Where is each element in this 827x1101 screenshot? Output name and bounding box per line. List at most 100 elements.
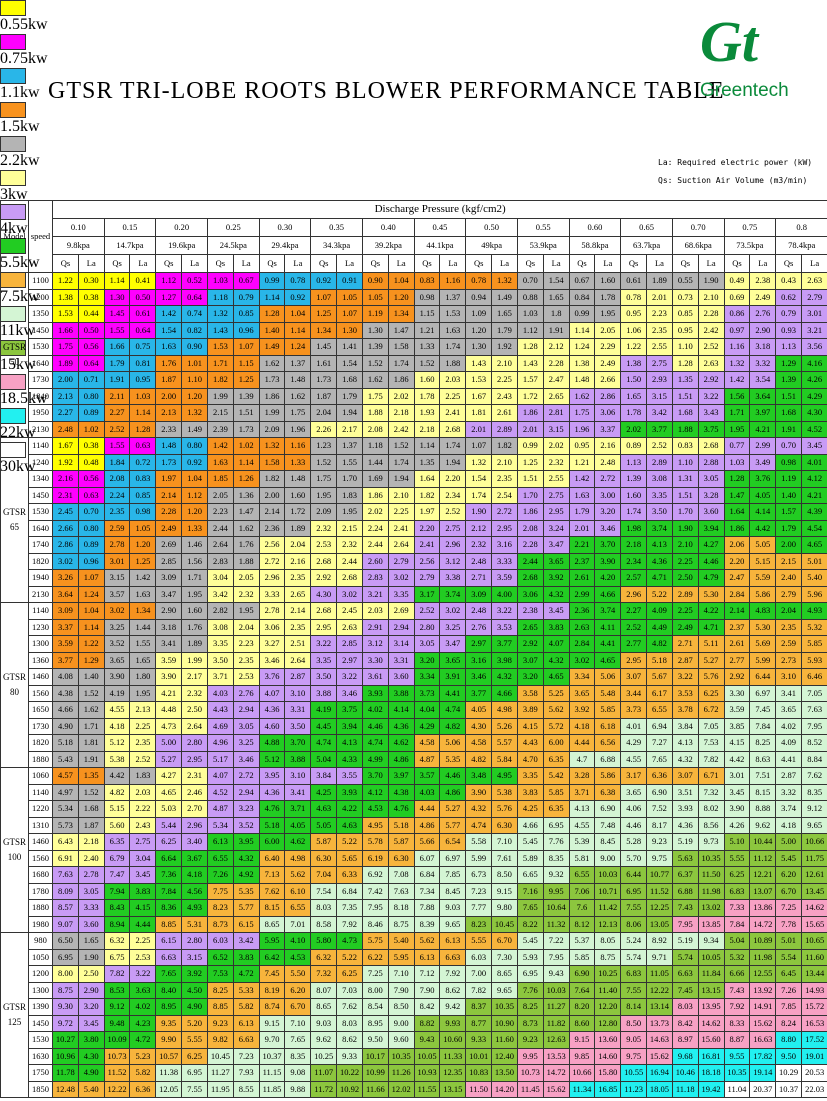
la-cell: 2.25 bbox=[129, 717, 157, 735]
la-header: La bbox=[491, 254, 518, 273]
la-cell: 10.03 bbox=[594, 866, 622, 884]
la-cell: 6.63 bbox=[232, 1031, 260, 1049]
qs-cell: 4.55 bbox=[568, 816, 596, 834]
qs-cell: 6.44 bbox=[620, 866, 648, 884]
qs-cell: 4.43 bbox=[516, 734, 544, 752]
la-cell: 6.25 bbox=[697, 684, 725, 702]
la-cell: 10.71 bbox=[594, 882, 622, 900]
la-cell: 5.32 bbox=[801, 618, 827, 636]
qs-cell: 2.80 bbox=[413, 618, 441, 636]
pressure-header: 0.25 bbox=[206, 218, 260, 237]
la-cell: 1.92 bbox=[491, 338, 518, 356]
qs-cell: 8.75 bbox=[52, 981, 79, 999]
qs-cell: 8.40 bbox=[155, 981, 183, 999]
la-cell: 3.43 bbox=[697, 404, 725, 422]
la-cell: 2.90 bbox=[77, 981, 105, 999]
pressure-header: 0.75 bbox=[723, 218, 777, 237]
la-cell: 1.07 bbox=[232, 338, 260, 356]
la-cell: 1.72 bbox=[284, 503, 312, 521]
data-row: 1200 8.00 2.50 7.82 3.22 7.65 3.92 7.53 4.72 7.45… bbox=[1, 965, 827, 983]
la-cell: 1.14 bbox=[77, 618, 105, 636]
la-cell: 1.02 bbox=[232, 437, 260, 455]
kpa-header: 49kpa bbox=[465, 236, 518, 255]
la-cell: 15.72 bbox=[801, 998, 827, 1016]
la-cell: 3.21 bbox=[801, 321, 827, 339]
la-cell: 6.44 bbox=[749, 668, 777, 686]
qs-cell: 3.90 bbox=[103, 668, 131, 686]
la-cell: 2.53 bbox=[232, 668, 260, 686]
la-cell: 0.56 bbox=[77, 470, 105, 488]
qs-cell: 3.09 bbox=[465, 585, 493, 603]
qs-cell: 0.93 bbox=[775, 321, 803, 339]
la-cell: 2.75 bbox=[542, 486, 570, 504]
kpa-header: 39.2kpa bbox=[361, 236, 415, 255]
qs-cell: 7.33 bbox=[723, 899, 751, 917]
qs-cell: 0.90 bbox=[361, 272, 389, 290]
la-cell: 4.14 bbox=[387, 701, 415, 719]
qs-cell: 0.70 bbox=[516, 272, 544, 290]
la-cell: 1.80 bbox=[129, 668, 157, 686]
la-cell: 1.03 bbox=[129, 387, 157, 405]
qs-cell: 2.20 bbox=[413, 519, 441, 537]
qs-cell: 1.42 bbox=[723, 371, 751, 389]
qs-cell: 2.60 bbox=[361, 552, 389, 570]
la-cell: 0.81 bbox=[129, 354, 157, 372]
qs-cell: 4.38 bbox=[52, 684, 79, 702]
la-cell: 9.62 bbox=[749, 816, 777, 834]
qs-cell: 8.33 bbox=[723, 1014, 751, 1032]
la-header: La bbox=[749, 254, 777, 273]
qs-cell: 5.18 bbox=[52, 734, 79, 752]
la-cell: 13.02 bbox=[697, 899, 725, 917]
qs-cell: 0.79 bbox=[775, 305, 803, 323]
speed: 1140 bbox=[28, 602, 53, 620]
qs-cell: 2.10 bbox=[671, 536, 699, 554]
la-cell: 10.05 bbox=[697, 948, 725, 966]
la-cell: 12.20 bbox=[594, 998, 622, 1016]
la-cell: 4.29 bbox=[801, 387, 827, 405]
la-cell: 3.10 bbox=[284, 767, 312, 785]
qs-cell: 1.90 bbox=[671, 519, 699, 537]
la-cell: 2.16 bbox=[594, 437, 622, 455]
qs-cell: 0.83 bbox=[413, 272, 441, 290]
la-cell: 1.14 bbox=[129, 404, 157, 422]
qs-cell: 4.15 bbox=[516, 717, 544, 735]
qs-cell: 10.83 bbox=[465, 1064, 493, 1082]
la-cell: 2.64 bbox=[284, 651, 312, 669]
la-cell: 5.05 bbox=[749, 536, 777, 554]
la-cell: 8.15 bbox=[749, 783, 777, 801]
qs-cell: 2.47 bbox=[723, 569, 751, 587]
qs-cell: 9.82 bbox=[206, 1031, 234, 1049]
la-cell: 16.81 bbox=[697, 1047, 725, 1065]
qs-cell: 9.72 bbox=[52, 1014, 79, 1032]
la-cell: 2.63 bbox=[336, 618, 363, 636]
qs-cell: 8.25 bbox=[516, 998, 544, 1016]
la-cell: 5.65 bbox=[336, 849, 363, 867]
qs-cell: 4.19 bbox=[310, 701, 338, 719]
qs-cell: 5.58 bbox=[465, 833, 493, 851]
data-row: 1880 8.57 3.33 8.43 4.15 8.36 4.93 8.23 5.77 8.15… bbox=[1, 899, 827, 917]
qs-cell: 1.39 bbox=[620, 470, 648, 488]
la-cell: 1.32 bbox=[181, 404, 208, 422]
qs-cell: 0.98 bbox=[413, 288, 441, 306]
la-cell: 1.79 bbox=[491, 321, 518, 339]
la-cell: 6.25 bbox=[336, 965, 363, 983]
qs-cell: 1.84 bbox=[103, 453, 131, 471]
la-cell: 9.08 bbox=[284, 1064, 312, 1082]
qs-cell: 9.50 bbox=[361, 1031, 389, 1049]
qs-cell: 5.43 bbox=[52, 750, 79, 768]
qs-cell: 0.89 bbox=[620, 437, 648, 455]
qs-cell: 1.14 bbox=[413, 437, 441, 455]
qs-cell: 6.50 bbox=[52, 932, 79, 950]
la-cell: 2.43 bbox=[129, 816, 157, 834]
qs-cell: 5.66 bbox=[413, 833, 441, 851]
la-cell: 3.45 bbox=[801, 437, 827, 455]
qs-cell: 6.20 bbox=[775, 866, 803, 884]
la-cell: 1.20 bbox=[181, 503, 208, 521]
la-cell: 2.44 bbox=[336, 552, 363, 570]
qs-cell: 1.06 bbox=[620, 321, 648, 339]
qs-cell: 4.70 bbox=[516, 750, 544, 768]
qs-cell: 3.57 bbox=[103, 585, 131, 603]
la-cell: 7.48 bbox=[594, 816, 622, 834]
la-cell: 4.00 bbox=[491, 585, 518, 603]
qs-cell: 0.94 bbox=[465, 288, 493, 306]
